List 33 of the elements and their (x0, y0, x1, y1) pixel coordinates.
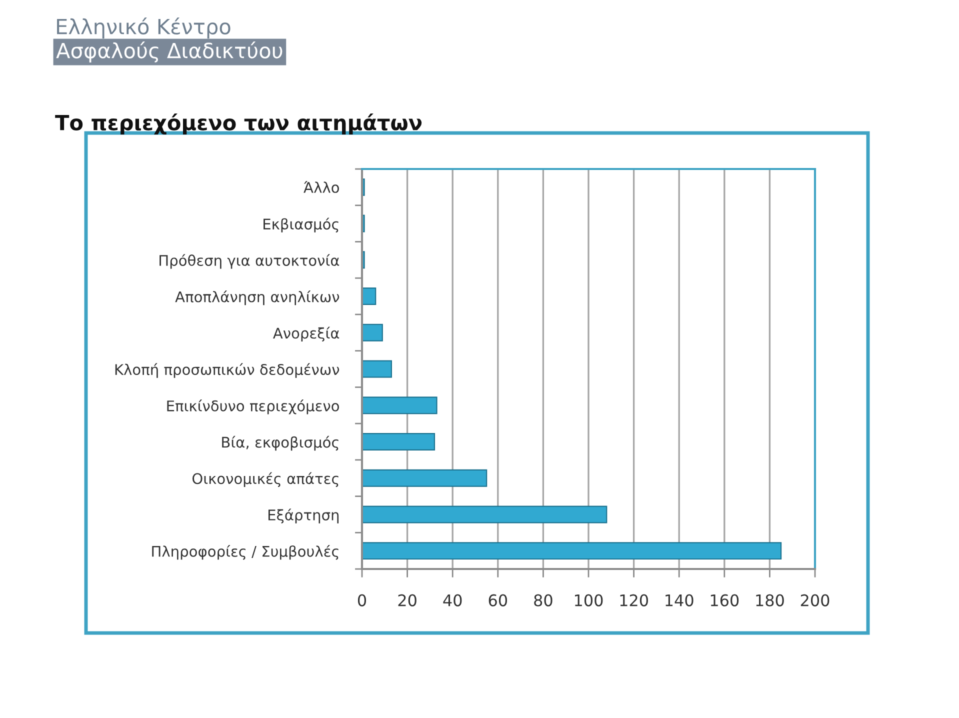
bar (362, 396, 438, 414)
y-tick-label: Ανορεξία (273, 326, 340, 342)
bar (362, 469, 488, 487)
y-tick-label: Κλοπή προσωπικών δεδομένων (115, 363, 340, 378)
y-tick-label: Επικίνδυνο περιεχόμενο (167, 400, 339, 414)
text: Ασφαλούς Διαδικτύου (56, 41, 282, 63)
x-tick-label: 60 (488, 594, 507, 606)
text: Ελληνικό Κέντρο (57, 18, 230, 38)
bar (362, 542, 782, 560)
bar (362, 360, 392, 378)
x-tick-label: 120 (620, 594, 648, 606)
y-tick-label: Βία, εκφοβισμός (222, 436, 338, 451)
x-tick-label: 40 (443, 594, 462, 606)
bar (362, 288, 376, 306)
chart-title: Το περιεχόμενο των αιτημάτων (55, 113, 422, 135)
x-tick-label: 180 (756, 594, 784, 606)
y-tick-label: Πληροφορίες / Συμβουλές (152, 544, 338, 560)
y-tick-label: Άλλο (304, 181, 339, 193)
y-tick-label: Πρόθεση για αυτοκτονία (160, 254, 340, 269)
x-tick-label: 100 (575, 594, 603, 606)
bar (362, 324, 383, 342)
y-tick-label: Οικονομικές απάτες (192, 472, 338, 487)
x-tick-label: 80 (534, 594, 552, 606)
y-tick-label: Εκβιασμός (264, 218, 338, 232)
x-tick-label: 200 (800, 594, 830, 606)
bar (362, 432, 436, 450)
y-tick-label: Εξάρτηση (268, 508, 339, 524)
bar (362, 506, 608, 524)
x-tick-label: 0 (358, 594, 366, 606)
x-tick-label: 20 (398, 594, 416, 606)
y-tick-label: Αποπλάνηση ανηλίκων (175, 290, 340, 306)
x-tick-label: 160 (710, 594, 739, 606)
x-tick-label: 140 (666, 594, 694, 606)
